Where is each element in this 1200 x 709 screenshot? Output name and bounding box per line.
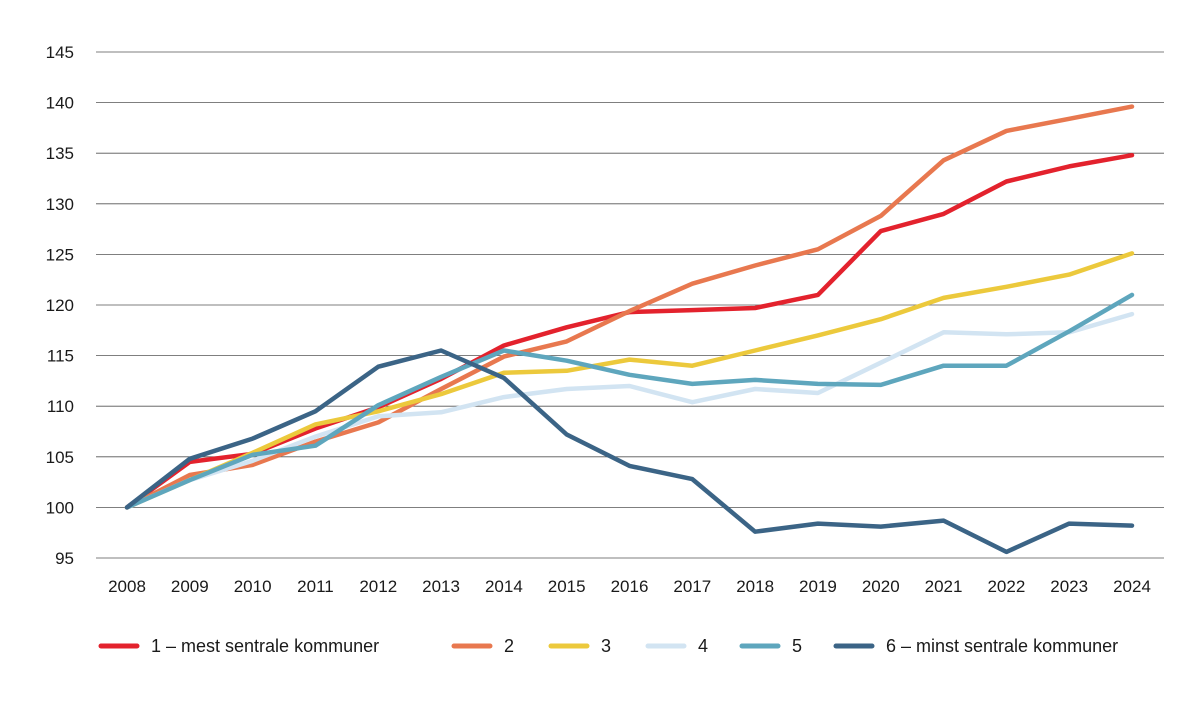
series-line-3: [124, 251, 1135, 510]
x-tick-label: 2020: [862, 577, 900, 596]
x-tick-label: 2012: [359, 577, 397, 596]
y-tick-label: 115: [47, 347, 74, 366]
y-tick-label: 135: [46, 144, 74, 163]
x-tick-label: 2014: [485, 577, 523, 596]
x-tick-label: 2013: [422, 577, 460, 596]
legend-label-3: 3: [601, 636, 611, 656]
legend-label-5: 5: [792, 636, 802, 656]
x-tick-label: 2017: [673, 577, 711, 596]
y-tick-label: 120: [46, 296, 74, 315]
series-line-2: [124, 104, 1135, 510]
x-tick-label: 2016: [611, 577, 649, 596]
legend-label-4: 4: [698, 636, 708, 656]
series-line-6: [124, 348, 1135, 555]
x-tick-label: 2010: [234, 577, 272, 596]
y-tick-label: 110: [47, 397, 74, 416]
x-tick-label: 2024: [1113, 577, 1151, 596]
y-axis: 95 100 105 110 115 120 125 130 135 140 145: [46, 43, 74, 568]
x-tick-label: 2008: [108, 577, 146, 596]
x-tick-label: 2019: [799, 577, 837, 596]
legend-label-1: 1 – mest sentrale kommuner: [151, 636, 379, 656]
series-line-4: [124, 311, 1135, 510]
y-tick-label: 95: [55, 549, 74, 568]
x-tick-label: 2015: [548, 577, 586, 596]
legend: 1 – mest sentrale kommuner 2 3 4 5 6 – minst …: [98, 636, 1118, 656]
legend-label-2: 2: [504, 636, 514, 656]
x-tick-label: 2022: [987, 577, 1025, 596]
y-tick-label: 130: [46, 195, 74, 214]
y-tick-label: 100: [46, 498, 74, 517]
x-tick-label: 2011: [297, 577, 334, 596]
gridlines: [96, 51, 1164, 559]
x-tick-label: 2023: [1050, 577, 1088, 596]
legend-label-6: 6 – minst sentrale kommuner: [886, 636, 1118, 656]
x-tick-label: 2018: [736, 577, 774, 596]
x-axis: 2008 2009 2010 2011 2012 2013 2014 2015 2016 2017…: [108, 577, 1151, 596]
x-tick-label: 2021: [925, 577, 963, 596]
y-tick-label: 145: [46, 43, 74, 62]
y-tick-label: 125: [46, 245, 74, 264]
y-tick-label: 140: [46, 94, 74, 113]
y-tick-label: 105: [46, 448, 74, 467]
x-tick-label: 2009: [171, 577, 209, 596]
series-lines: [124, 104, 1135, 555]
series-line-5: [124, 292, 1135, 510]
